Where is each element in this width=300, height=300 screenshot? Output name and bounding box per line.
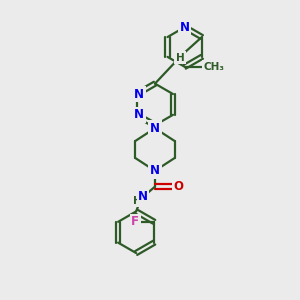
Text: N: N xyxy=(180,21,190,34)
Text: H: H xyxy=(133,196,142,206)
Text: N: N xyxy=(150,164,160,177)
Text: N: N xyxy=(138,190,148,203)
Text: H: H xyxy=(176,53,184,63)
Text: F: F xyxy=(131,215,139,228)
Text: O: O xyxy=(174,180,184,193)
Text: N: N xyxy=(134,88,144,100)
Text: CH₃: CH₃ xyxy=(204,62,225,72)
Text: N: N xyxy=(134,108,144,121)
Text: N: N xyxy=(150,122,160,135)
